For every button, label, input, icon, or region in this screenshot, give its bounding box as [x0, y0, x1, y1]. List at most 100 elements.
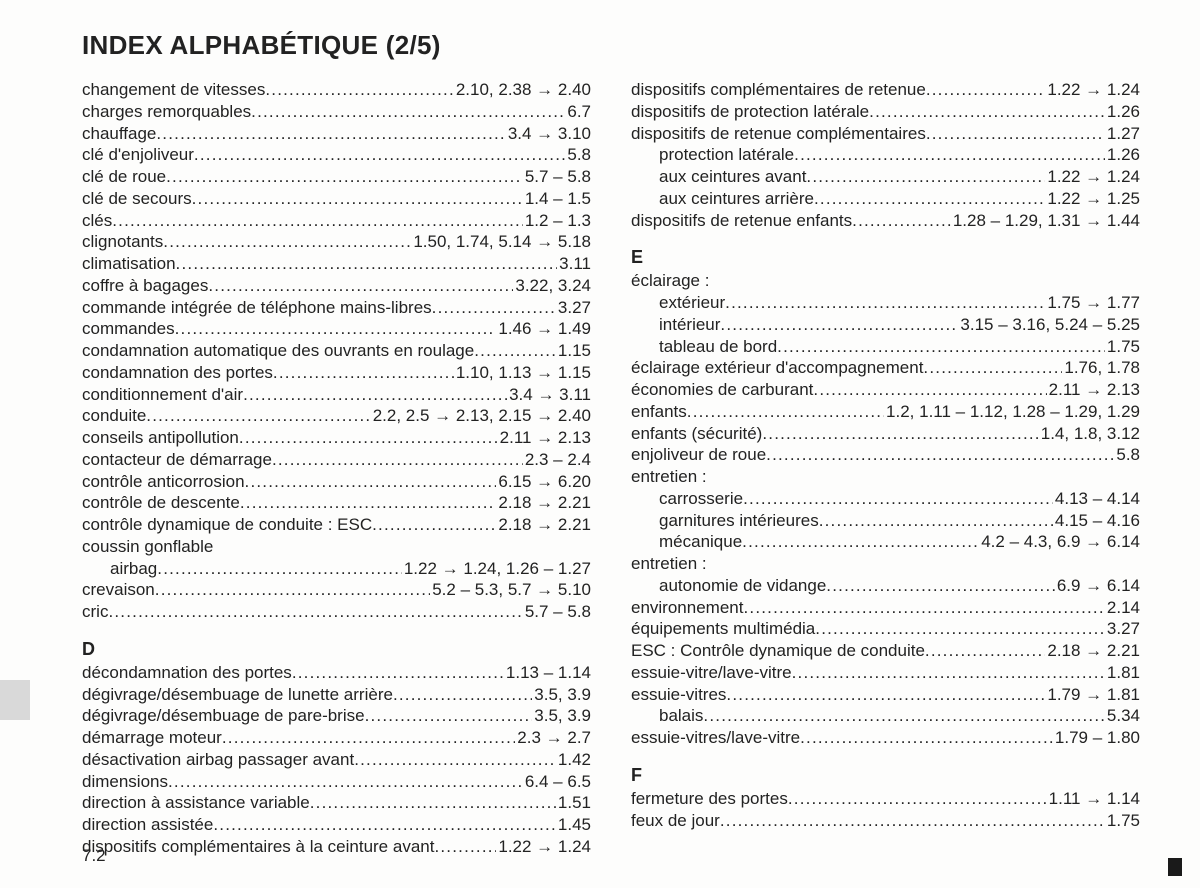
index-entry-label: contrôle anticorrosion: [82, 471, 245, 493]
index-entry-label: feux de jour: [631, 810, 720, 832]
index-entry-label: carrosserie: [659, 488, 743, 510]
index-entry-label: dispositifs complémentaires à la ceintur…: [82, 836, 434, 858]
index-entry: essuie-vitres1.79 → 1.81: [631, 684, 1140, 706]
index-entry-label: dégivrage/désembuage de pare-brise: [82, 705, 365, 727]
index-entry: airbag1.22 → 1.24, 1.26 – 1.27: [82, 558, 591, 580]
leader-dots: [168, 771, 523, 793]
leader-dots: [155, 579, 430, 601]
index-entry-page: 1.45: [556, 814, 591, 836]
index-entry: feux de jour 1.75: [631, 810, 1140, 832]
index-entry-page: 1.15: [556, 340, 591, 362]
index-entry-label: dispositifs de protection latérale: [631, 101, 869, 123]
index-entry-label: charges remorquables: [82, 101, 251, 123]
index-entry-label: économies de carburant: [631, 379, 813, 401]
index-entry-label: autonomie de vidange: [659, 575, 826, 597]
index-entry: contacteur de démarrage2.3 – 2.4: [82, 449, 591, 471]
index-entry: conditionnement d'air3.4 → 3.11: [82, 384, 591, 406]
leader-dots: [156, 123, 505, 145]
index-entry-label: aux ceintures arrière: [659, 188, 814, 210]
index-entry: entretien :: [631, 553, 1140, 575]
thumb-tab: [0, 680, 30, 720]
index-entry-page: 2.2, 2.5 → 2.13, 2.15 → 2.40: [371, 405, 591, 427]
index-entry: dispositifs de protection latérale 1.26: [631, 101, 1140, 123]
index-entry: dispositifs complémentaires de retenue1.…: [631, 79, 1140, 101]
leader-dots: [766, 444, 1114, 466]
index-entry: dispositifs de retenue complémentaires1.…: [631, 123, 1140, 145]
index-entry: intérieur3.15 – 3.16, 5.24 – 5.25: [631, 314, 1140, 336]
leader-dots: [163, 231, 411, 253]
leader-dots: [365, 705, 533, 727]
leader-dots: [245, 471, 497, 493]
index-entry: clignotants1.50, 1.74, 5.14 → 5.18: [82, 231, 591, 253]
index-entry-label: clé de secours: [82, 188, 192, 210]
index-entry-label: contrôle dynamique de conduite : ESC: [82, 514, 372, 536]
index-entry-label: intérieur: [659, 314, 720, 336]
index-entry-page: 1.28 – 1.29, 1.31 → 1.44: [951, 210, 1140, 232]
index-entry-page: 1.75: [1105, 336, 1140, 358]
index-entry-page: 1.26: [1105, 101, 1140, 123]
index-entry-label: clignotants: [82, 231, 163, 253]
leader-dots: [474, 340, 556, 362]
index-entry: coussin gonflable: [82, 536, 591, 558]
leader-dots: [157, 558, 402, 580]
leader-dots: [762, 423, 1038, 445]
index-entry-page: 1.75: [1105, 810, 1140, 832]
index-entry-label: désactivation airbag passager avant: [82, 749, 354, 771]
index-entry: éclairage extérieur d'accompagnement1.76…: [631, 357, 1140, 379]
index-entry: commande intégrée de téléphone mains-lib…: [82, 297, 591, 319]
leader-dots: [792, 662, 1105, 684]
index-entry-label: essuie-vitre/lave-vitre: [631, 662, 792, 684]
index-entry-label: éclairage :: [631, 270, 709, 292]
index-entry: protection latérale1.26: [631, 144, 1140, 166]
index-entry-label: conseils antipollution: [82, 427, 239, 449]
index-entry-label: fermeture des portes: [631, 788, 788, 810]
index-entry-page: 5.7 – 5.8: [523, 166, 591, 188]
leader-dots: [777, 336, 1105, 358]
index-entry-page: 2.18 → 2.21: [1045, 640, 1140, 662]
index-entry-page: 1.22 → 1.24: [1045, 79, 1140, 101]
index-entry-label: conduite: [82, 405, 146, 427]
index-entry: enjoliveur de roue5.8: [631, 444, 1140, 466]
index-entry: crevaison5.2 – 5.3, 5.7 → 5.10: [82, 579, 591, 601]
index-entry-label: coussin gonflable: [82, 536, 213, 558]
index-entry-label: clé de roue: [82, 166, 166, 188]
leader-dots: [826, 575, 1055, 597]
index-entry: enfants1.2, 1.11 – 1.12, 1.28 – 1.29, 1.…: [631, 401, 1140, 423]
index-entry: essuie-vitres/lave-vitre1.79 – 1.80: [631, 727, 1140, 749]
leader-dots: [112, 210, 523, 232]
index-entry-label: contacteur de démarrage: [82, 449, 272, 471]
index-entry: décondamnation des portes1.13 – 1.14: [82, 662, 591, 684]
index-entry-label: commande intégrée de téléphone mains-lib…: [82, 297, 432, 319]
leader-dots: [273, 362, 454, 384]
leader-dots: [926, 79, 1046, 101]
index-entry-label: entretien :: [631, 466, 707, 488]
index-entry-label: changement de vitesses: [82, 79, 265, 101]
page-title: INDEX ALPHABÉTIQUE (2/5): [82, 30, 1140, 61]
leader-dots: [292, 662, 504, 684]
index-entry-label: enfants (sécurité): [631, 423, 762, 445]
index-entry-page: 2.18 → 2.21: [496, 492, 591, 514]
index-entry-page: 1.4, 1.8, 3.12: [1039, 423, 1140, 445]
index-entry-label: environnement: [631, 597, 743, 619]
index-entry-label: extérieur: [659, 292, 725, 314]
index-entry-label: enjoliveur de roue: [631, 444, 766, 466]
index-entry-page: 1.2, 1.11 – 1.12, 1.28 – 1.29, 1.29: [884, 401, 1140, 423]
leader-dots: [869, 101, 1105, 123]
leader-dots: [725, 292, 1045, 314]
index-entry: aux ceintures arrière1.22 → 1.25: [631, 188, 1140, 210]
index-entry-page: 5.2 – 5.3, 5.7 → 5.10: [430, 579, 591, 601]
index-entry-page: 1.2 – 1.3: [523, 210, 591, 232]
leader-dots: [222, 727, 515, 749]
index-entry: équipements multimédia3.27: [631, 618, 1140, 640]
index-entry: environnement2.14: [631, 597, 1140, 619]
index-entry-page: 1.13 – 1.14: [504, 662, 591, 684]
index-entry-page: 3.5, 3.9: [532, 705, 591, 727]
index-entry-page: 1.27: [1105, 123, 1140, 145]
leader-dots: [742, 531, 979, 553]
index-entry-page: 1.10, 1.13 → 1.15: [454, 362, 591, 384]
index-entry: clé de secours1.4 – 1.5: [82, 188, 591, 210]
index-entry-page: 3.22, 3.24: [513, 275, 591, 297]
leader-dots: [310, 792, 556, 814]
index-entry: contrôle dynamique de conduite : ESC2.18…: [82, 514, 591, 536]
index-entry: enfants (sécurité) 1.4, 1.8, 3.12: [631, 423, 1140, 445]
